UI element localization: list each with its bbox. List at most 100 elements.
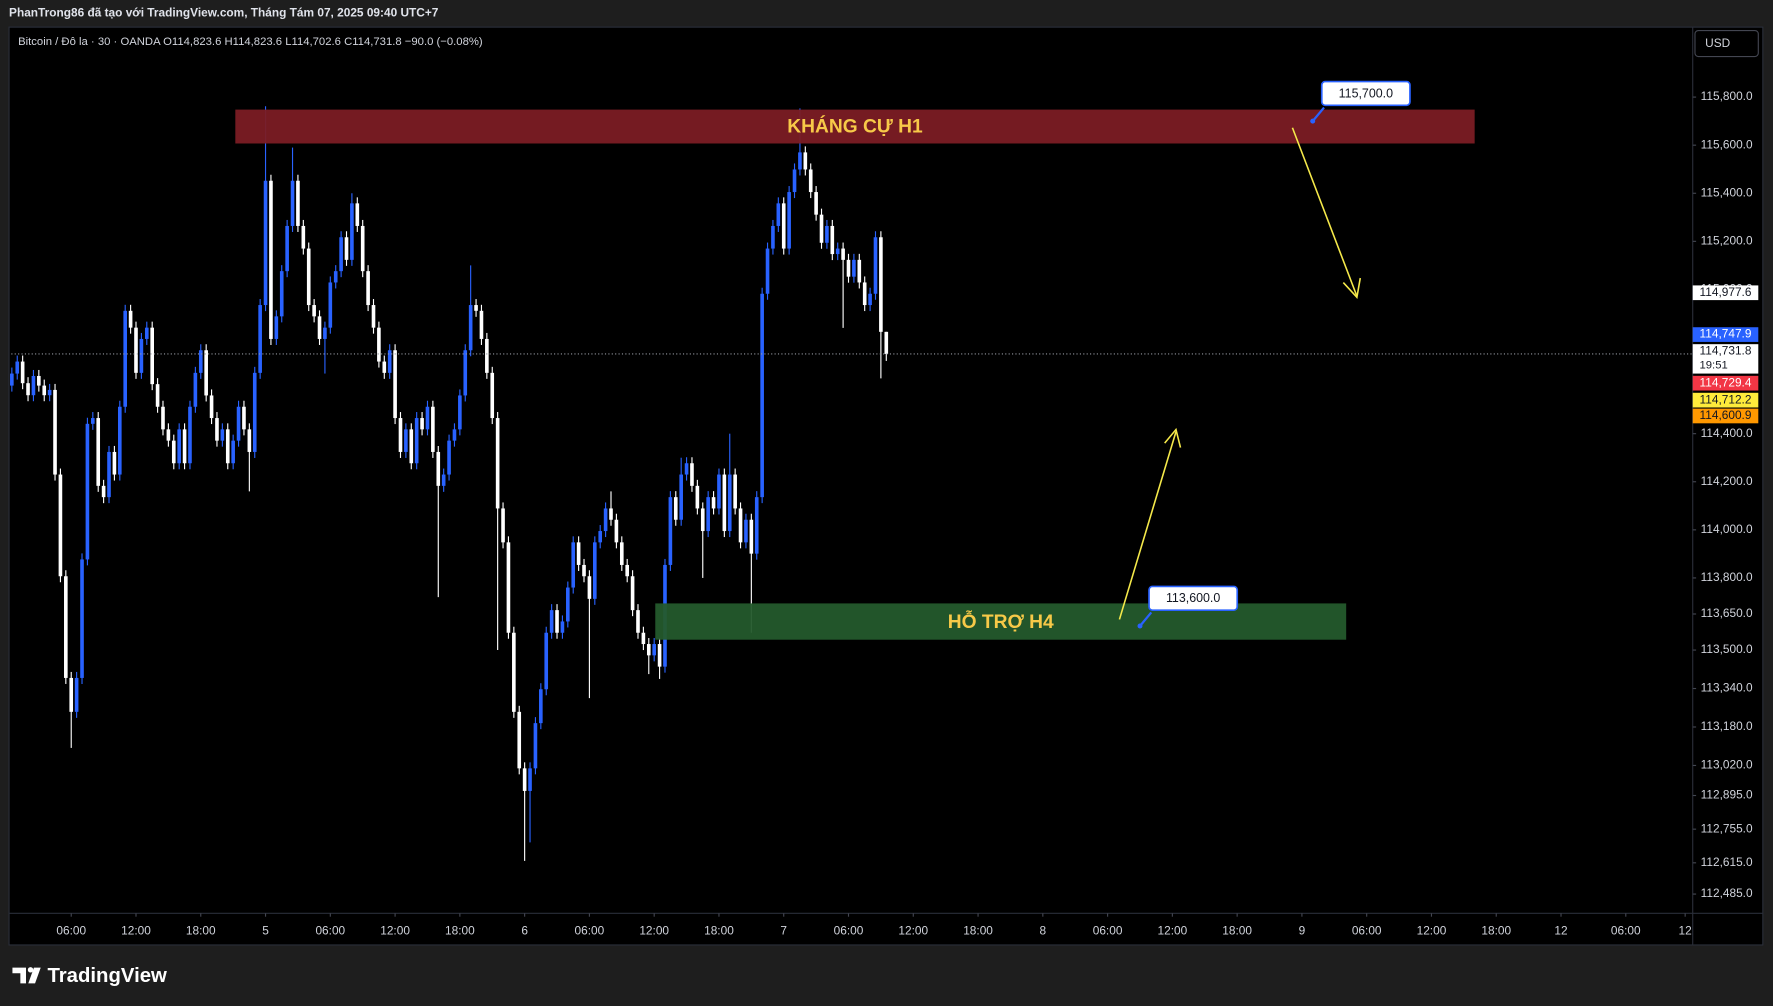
candle-body — [835, 248, 840, 255]
candle-body — [479, 310, 484, 339]
candle-body — [549, 610, 554, 633]
candle-body — [776, 203, 781, 226]
candle-body — [841, 248, 845, 260]
candle-body — [182, 429, 187, 464]
brand-logo — [12, 967, 41, 984]
candle-body — [598, 531, 603, 543]
candle-body — [80, 559, 84, 678]
candle-body — [377, 327, 381, 362]
y-tick-label: 113,180.0 — [1701, 719, 1753, 733]
candle-body — [231, 440, 235, 464]
candle-body — [879, 237, 883, 332]
candle-body — [868, 293, 872, 306]
candle-body — [198, 350, 203, 373]
callout-anchor — [1137, 623, 1143, 629]
y-tick-label: 113,500.0 — [1701, 642, 1753, 656]
candle-body — [668, 497, 673, 565]
candle-body — [717, 474, 721, 509]
candle-body — [393, 350, 397, 419]
zone — [235, 109, 1475, 144]
y-tick-label: 115,800.0 — [1701, 89, 1753, 103]
candle-body — [884, 331, 889, 354]
candle-body — [425, 406, 430, 430]
price-badge-label: 114,747.9 — [1700, 327, 1752, 341]
candle-body — [825, 225, 829, 243]
x-tick-label: 06:00 — [1611, 924, 1641, 938]
currency-label[interactable]: USD — [1705, 36, 1730, 50]
x-tick-label: 6 — [521, 924, 528, 938]
candle-body — [576, 542, 581, 565]
candle-body — [673, 497, 678, 520]
candle-body — [862, 282, 867, 306]
x-tick-label: 12:00 — [380, 924, 410, 938]
y-tick-label: 113,020.0 — [1701, 758, 1753, 772]
candle-body — [263, 180, 268, 306]
candle-body — [317, 316, 322, 339]
x-tick-label: 8 — [1040, 924, 1047, 938]
x-tick-label: 18:00 — [445, 924, 475, 938]
y-tick-label: 112,895.0 — [1701, 788, 1753, 802]
candle-body — [727, 474, 732, 532]
candle-body — [150, 327, 154, 385]
candle-body — [387, 350, 392, 373]
candle-body — [846, 259, 851, 277]
candle-body — [636, 610, 640, 633]
candle-body — [74, 677, 79, 712]
candle-body — [85, 423, 90, 560]
candle-body — [711, 497, 716, 509]
candle-body — [123, 310, 128, 407]
candle-body — [695, 485, 700, 509]
candle-body — [495, 418, 500, 509]
candle-body — [830, 225, 835, 255]
candle-body — [15, 361, 20, 374]
price-badge — [1692, 408, 1759, 424]
candle-body — [128, 310, 133, 328]
candle-body — [587, 576, 592, 599]
candle-body — [501, 508, 505, 543]
candle-body — [166, 429, 171, 441]
candle-body — [566, 587, 570, 622]
candle-body — [592, 542, 597, 599]
candle-body — [512, 632, 516, 712]
candle-body — [468, 305, 473, 351]
y-tick-label: 115,600.0 — [1701, 137, 1753, 151]
x-tick-label: 18:00 — [704, 924, 734, 938]
candle-body — [749, 519, 754, 554]
candle-body — [323, 327, 327, 339]
candle-body — [819, 214, 824, 243]
callout-pointer — [1311, 106, 1325, 122]
candle-body — [414, 418, 419, 464]
candle-body — [306, 248, 311, 306]
candle-body — [279, 271, 284, 317]
price-badge-label: 114,731.8 — [1700, 344, 1752, 358]
candle-body — [447, 440, 451, 475]
candle-body — [490, 372, 495, 419]
candle-body — [463, 350, 468, 396]
candle-body — [754, 497, 759, 554]
candle-body — [873, 237, 878, 294]
candle-body — [258, 305, 262, 373]
candle-body — [852, 259, 856, 277]
arrow-head — [1164, 427, 1182, 448]
logo-mark — [28, 967, 41, 984]
candle-body — [619, 542, 624, 565]
credit: PhanTrong86 đã tạo với TradingView.com, … — [9, 6, 439, 20]
currency-button[interactable] — [1694, 29, 1759, 58]
candle-body — [144, 327, 149, 339]
arrows — [1118, 127, 1362, 620]
candle-body — [193, 372, 198, 407]
callout-anchor — [1310, 118, 1316, 124]
candle-body — [808, 169, 813, 193]
x-tick-label: 18:00 — [1481, 924, 1511, 938]
price-badge — [1692, 375, 1759, 391]
zone-label: HỖ TRỢ H4 — [948, 611, 1054, 633]
candle-body — [107, 451, 111, 498]
candle-body — [58, 474, 63, 577]
callout-pointer — [1139, 611, 1153, 627]
candle-body — [517, 711, 522, 769]
candle-body — [296, 180, 300, 226]
y-tick-label: 114,000.0 — [1701, 522, 1753, 536]
candle-body — [366, 271, 370, 306]
chart-panel — [8, 26, 1764, 946]
